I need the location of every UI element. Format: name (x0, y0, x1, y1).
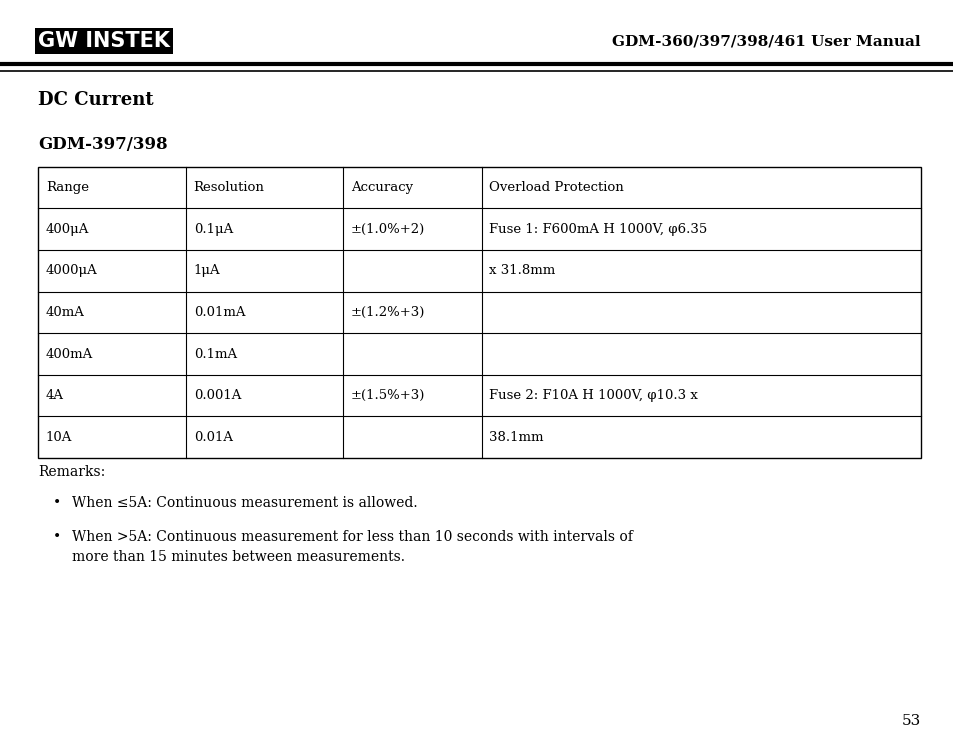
Text: Fuse 1: F600mA H 1000V, φ6.35: Fuse 1: F600mA H 1000V, φ6.35 (489, 222, 707, 236)
Text: •: • (52, 530, 61, 544)
Text: Fuse 2: F10A H 1000V, φ10.3 x: Fuse 2: F10A H 1000V, φ10.3 x (489, 389, 698, 403)
Text: more than 15 minutes between measurements.: more than 15 minutes between measurement… (71, 550, 404, 564)
Text: 0.01mA: 0.01mA (193, 306, 245, 319)
Text: When ≤5A: Continuous measurement is allowed.: When ≤5A: Continuous measurement is allo… (71, 496, 416, 510)
Text: 400mA: 400mA (46, 348, 93, 360)
Text: ±(1.0%+2): ±(1.0%+2) (351, 222, 425, 236)
Bar (38, 167, 920, 458)
Text: 40mA: 40mA (46, 306, 85, 319)
Text: 0.1mA: 0.1mA (193, 348, 236, 360)
Text: GDM-360/397/398/461 User Manual: GDM-360/397/398/461 User Manual (611, 35, 920, 48)
Text: 53: 53 (901, 714, 920, 728)
Text: GW INSTEK: GW INSTEK (38, 32, 170, 51)
Text: ±(1.2%+3): ±(1.2%+3) (351, 306, 425, 319)
Text: Resolution: Resolution (193, 181, 264, 194)
Text: 4000μA: 4000μA (46, 264, 97, 277)
Text: x 31.8mm: x 31.8mm (489, 264, 555, 277)
Text: 10A: 10A (46, 431, 72, 444)
Text: Overload Protection: Overload Protection (489, 181, 623, 194)
Text: 1μA: 1μA (193, 264, 220, 277)
Text: 0.001A: 0.001A (193, 389, 241, 403)
Text: 400μA: 400μA (46, 222, 89, 236)
Text: ±(1.5%+3): ±(1.5%+3) (351, 389, 425, 403)
Text: When >5A: Continuous measurement for less than 10 seconds with intervals of: When >5A: Continuous measurement for les… (71, 530, 632, 544)
Text: Range: Range (46, 181, 89, 194)
Text: 38.1mm: 38.1mm (489, 431, 543, 444)
Text: DC Current: DC Current (38, 91, 153, 109)
Text: 0.01A: 0.01A (193, 431, 233, 444)
Text: 0.1μA: 0.1μA (193, 222, 233, 236)
Text: GDM-397/398: GDM-397/398 (38, 136, 168, 152)
Text: Remarks:: Remarks: (38, 465, 105, 478)
Text: •: • (52, 496, 61, 510)
Text: Accuracy: Accuracy (351, 181, 413, 194)
Text: 4A: 4A (46, 389, 64, 403)
